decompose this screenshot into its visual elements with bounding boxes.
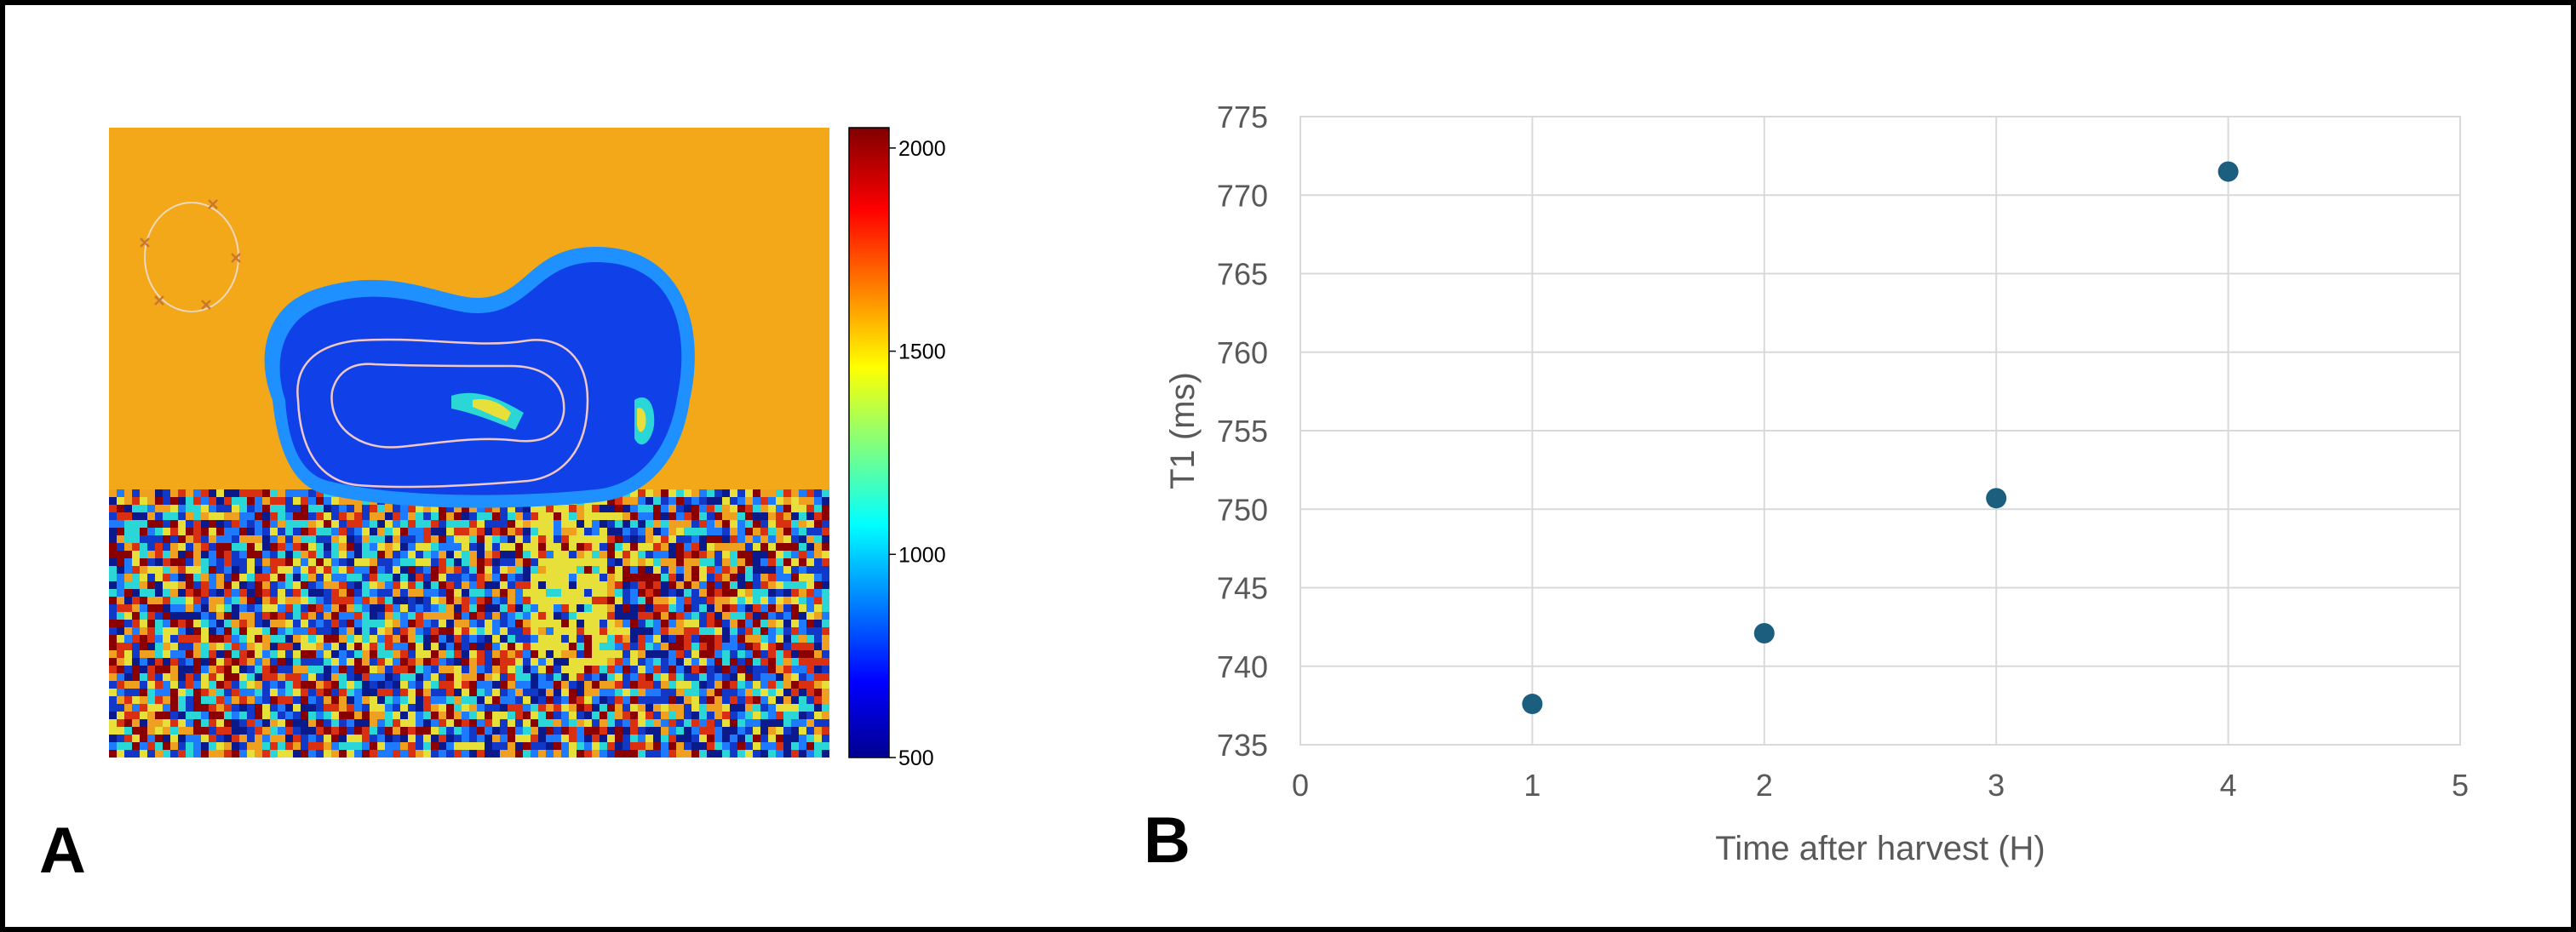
plot-area-border <box>1299 116 2461 746</box>
reference-roi-markers <box>140 199 241 310</box>
roi-outer-contour <box>296 338 589 489</box>
roi-inner-contour <box>330 363 565 449</box>
colorbar <box>848 127 890 758</box>
colorbar-tick-label: 2000 <box>898 137 946 161</box>
y-axis-label: T1 (ms) <box>1164 372 1202 489</box>
colorbar-ticks: 2000 1500 1000 500 <box>889 137 946 770</box>
reference-roi-ellipse <box>144 202 239 312</box>
chart-gridlines <box>1299 116 2461 746</box>
x-tick-label: 4 <box>2220 768 2237 803</box>
chart-points <box>1522 161 2239 715</box>
y-tick-label: 765 <box>1217 257 1268 292</box>
y-tick-label: 770 <box>1217 178 1268 213</box>
y-tick-label: 755 <box>1217 414 1268 449</box>
panel-b-letter: B <box>1144 804 1190 877</box>
x-tick-label: 1 <box>1523 768 1540 803</box>
data-point <box>1986 488 2007 509</box>
data-point <box>1522 694 1543 715</box>
y-tick-label: 750 <box>1217 492 1268 527</box>
tissue-edge-hotspot-2 <box>637 408 646 432</box>
chart-tick-labels: 775 770 765 760 755 750 745 740 735 0 1 2 3 4 5 <box>1217 100 2469 803</box>
y-tick-label: 775 <box>1217 100 1268 134</box>
data-point <box>1753 623 1775 644</box>
y-tick-label: 760 <box>1217 335 1268 370</box>
colorbar-tick-label: 500 <box>898 746 934 770</box>
x-tick-label: 2 <box>1756 768 1773 803</box>
y-tick-label: 740 <box>1217 649 1268 684</box>
x-axis-label: Time after harvest (H) <box>1715 830 2045 867</box>
colorbar-tick-label: 1500 <box>898 340 946 364</box>
y-tick-label: 745 <box>1217 571 1268 606</box>
colorbar-tick-label: 1000 <box>898 543 946 567</box>
y-tick-label: 735 <box>1217 728 1268 763</box>
data-point <box>2217 161 2239 182</box>
x-tick-label: 0 <box>1292 768 1309 803</box>
x-tick-label: 3 <box>1988 768 2005 803</box>
x-tick-label: 5 <box>2452 768 2469 803</box>
tissue-inner-hotspot-2 <box>473 399 511 421</box>
panel-a-letter: A <box>39 815 86 887</box>
